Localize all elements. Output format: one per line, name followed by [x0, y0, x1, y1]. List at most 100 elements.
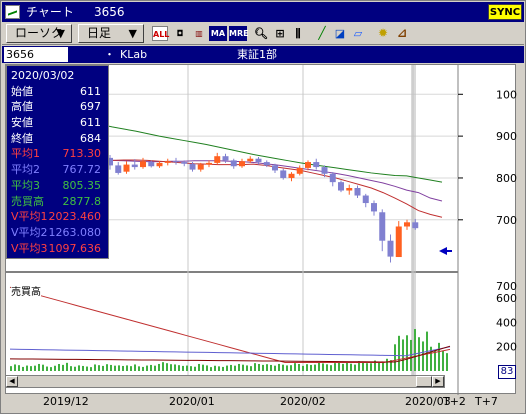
volume-bar: [62, 364, 64, 371]
volume-bar: [254, 363, 256, 371]
x-label-t2: T+2: [443, 395, 466, 408]
volume-bar: [358, 361, 360, 371]
sync-button[interactable]: SYNC: [488, 4, 522, 20]
info-row: 高値 697: [11, 99, 104, 115]
volume-bar: [178, 365, 180, 371]
info-row: 安値 611: [11, 115, 104, 131]
volume-bar: [242, 364, 244, 371]
title-bar[interactable]: チャート 3656 SYNC: [2, 2, 524, 22]
axis-ticks: 1000 900 800 700 70006000 4000 2000: [458, 88, 524, 354]
info-row: V平均2 1263.080: [11, 225, 104, 241]
candle-body: [379, 212, 386, 241]
eraser-icon[interactable]: ◪: [334, 27, 346, 40]
volume-bar: [190, 366, 192, 371]
info-label: 高値: [11, 100, 33, 114]
volume-bar: [186, 365, 188, 371]
info-label: 安値: [11, 116, 33, 130]
info-row: 平均2 767.72: [11, 162, 104, 178]
volume-bar: [298, 364, 300, 371]
volume-bar: [158, 363, 160, 371]
scroll-right-icon[interactable]: ▶: [432, 376, 444, 387]
volume-bar: [310, 364, 312, 371]
ohlc-info-panel: 2020/03/02 始値 611 高値 697 安値 611 終値 684 平均1 713.30…: [6, 65, 109, 259]
grid-icon[interactable]: ⊞: [275, 27, 285, 40]
volume-bar: [146, 365, 148, 371]
volume-bar: [226, 365, 228, 371]
price-tick-label: 900: [496, 130, 517, 143]
price-tick-label: 800: [496, 172, 517, 185]
volume-bar: [66, 362, 68, 371]
period-dropdown[interactable]: 日足 ▼: [78, 24, 144, 43]
volume-bar: [118, 365, 120, 371]
x-label-t7: T+7: [475, 395, 498, 408]
volume-bar: [182, 365, 184, 371]
volume-label: 売買高: [11, 283, 41, 298]
x-label-2020-01: 2020/01: [169, 395, 215, 408]
scroll-thumb[interactable]: [416, 376, 432, 387]
candle-body: [387, 240, 394, 257]
fib-icon[interactable]: ⊿: [396, 26, 408, 40]
ma-icon[interactable]: MA: [209, 26, 227, 41]
volume-bar: [278, 363, 280, 371]
candle-body: [148, 162, 155, 167]
bar-count-box[interactable]: 83: [498, 365, 516, 379]
volume-bar: [86, 366, 88, 371]
volume-bar: [210, 367, 212, 371]
candle-body: [123, 164, 130, 172]
info-value: 1097.636: [48, 241, 102, 255]
candle-body: [164, 161, 171, 163]
pen-icon[interactable]: ╱: [318, 26, 326, 40]
info-value: 611: [80, 84, 101, 98]
candle-body: [313, 162, 320, 168]
info-row: 平均1 713.30: [11, 146, 104, 162]
ichimoku-icon[interactable]: ◘: [176, 29, 184, 38]
volume-tick-label: 7000: [496, 280, 517, 293]
volume-bar: [98, 365, 100, 371]
chevron-down-icon: ▼: [56, 27, 65, 40]
zoom-icon[interactable]: 🔍︎: [254, 27, 268, 40]
volume-bar: [370, 363, 372, 371]
bars-icon[interactable]: ▥: [195, 29, 203, 38]
info-label: 平均3: [11, 178, 40, 192]
volume-bar: [258, 364, 260, 371]
volume-bar: [22, 366, 24, 371]
stock-info-bar: 3656 ・ KLab 東証1部: [2, 46, 524, 63]
mre-icon[interactable]: MRE: [229, 26, 249, 41]
volume-bar: [362, 362, 364, 371]
volume-bar: [206, 365, 208, 371]
scroll-left-icon[interactable]: ◀: [6, 376, 18, 387]
candle-body: [189, 163, 196, 170]
volume-tick-label: 4000: [496, 316, 517, 329]
volume-bar: [194, 366, 196, 371]
settings-icon[interactable]: ✹: [377, 26, 389, 40]
volume-bar: [138, 366, 140, 371]
candle-body: [222, 156, 229, 161]
volume-ma-mid-line: [9, 346, 451, 357]
volume-bar: [290, 365, 292, 371]
window-title: チャート: [26, 5, 74, 19]
candle-body: [173, 161, 179, 163]
candle-body: [115, 165, 122, 173]
info-label: 平均2: [11, 163, 40, 177]
candle-body: [197, 164, 204, 170]
horizontal-scrollbar[interactable]: ◀ ▶: [5, 375, 445, 388]
volume-bar: [274, 365, 276, 371]
stock-code-input[interactable]: 3656: [4, 47, 68, 62]
info-value: 684: [80, 131, 101, 145]
volume-bar: [414, 329, 416, 371]
rsi-icon[interactable]: ALL: [152, 26, 169, 41]
volume-bar: [46, 366, 48, 371]
volume-bar: [198, 363, 200, 371]
volume-bar: [270, 364, 272, 371]
volume-bar: [302, 365, 304, 371]
volume-bar: [30, 366, 32, 371]
candle-body: [305, 162, 311, 168]
range-icon[interactable]: ⫼: [295, 27, 301, 40]
candle-body: [239, 161, 245, 167]
selected-day-marker: [411, 65, 416, 375]
volume-bar: [214, 365, 216, 371]
volume-bar: [246, 365, 248, 371]
chart-type-dropdown[interactable]: ローソク ▼: [6, 24, 72, 43]
erase-icon[interactable]: ▱: [353, 27, 363, 40]
candle-body: [321, 167, 328, 174]
